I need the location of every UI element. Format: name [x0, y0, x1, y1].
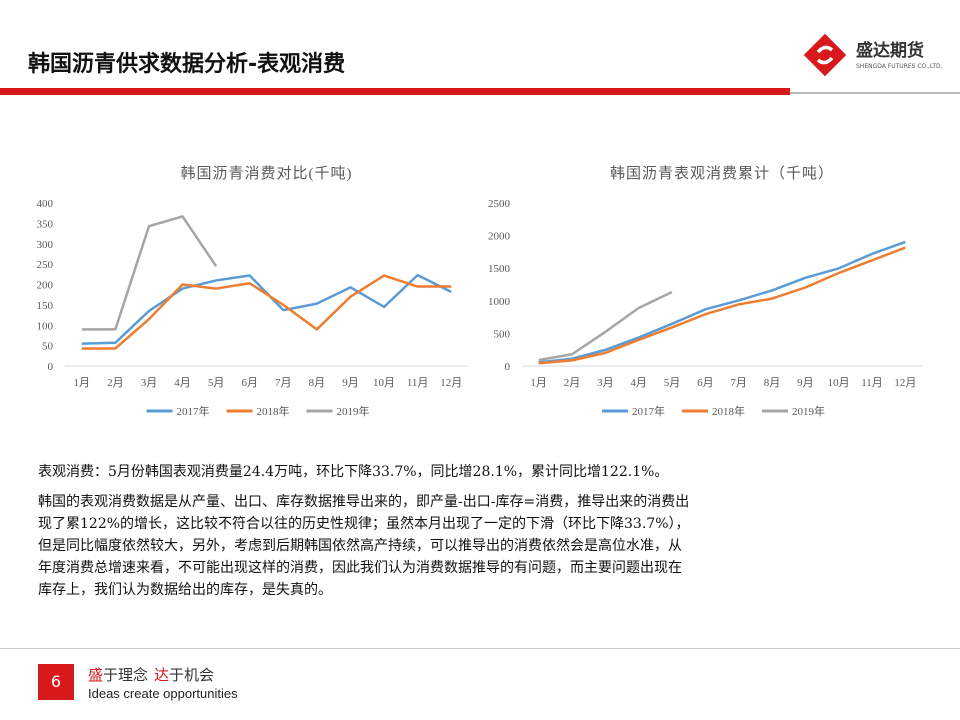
y-tick-label: 1500: [488, 263, 511, 275]
chart-title: 韩国沥青消费对比(千吨): [181, 165, 353, 182]
series-line: [81, 215, 218, 331]
slogan-part: 盛: [88, 666, 104, 684]
legend-label: 2018年: [712, 404, 745, 418]
body-line: 现了累122%的增长，这比较不符合以往的历史性规律；虽然本月出现了一定的下滑（环…: [38, 516, 690, 532]
body-line: 韩国的表观消费数据是从产量、出口、库存数据推导出来的，即产量-出口-库存=消费，…: [38, 494, 690, 510]
legend-label: 2018年: [257, 404, 290, 418]
y-tick-label: 50: [42, 341, 54, 353]
slide-title: 韩国沥青供求数据分析-表观消费: [28, 52, 346, 77]
body-text: 韩国的表观消费数据是从产量、出口、库存数据推导出来的，即产量-出口-库存=消费，…: [38, 491, 938, 601]
slogan-part: 达: [154, 666, 170, 684]
logo-mark: [803, 33, 847, 77]
x-tick-label: 11月: [861, 377, 883, 389]
page-number: 6: [38, 664, 74, 700]
x-tick-label: 8月: [309, 377, 326, 389]
slogan-part: 于理念: [103, 666, 149, 684]
legend-label: 2019年: [337, 404, 370, 418]
x-tick-label: 3月: [141, 377, 158, 389]
slogan-en: Ideas create opportunities: [88, 686, 238, 701]
x-tick-label: 3月: [597, 377, 614, 389]
series-line: [538, 246, 906, 365]
series-line: [81, 273, 452, 345]
x-tick-label: 10月: [373, 377, 395, 389]
x-tick-label: 12月: [440, 377, 462, 389]
y-tick-label: 2000: [488, 231, 511, 243]
header-rule: [790, 92, 960, 94]
logo-en: SHENGDA FUTURES CO.,LTD.: [856, 63, 943, 70]
y-tick-label: 250: [37, 259, 54, 271]
y-tick-label: 1000: [488, 296, 511, 308]
logo: 盛达期货 SHENGDA FUTURES CO.,LTD.: [803, 33, 943, 77]
x-tick-label: 9月: [797, 377, 814, 389]
body-line: 库存上，我们认为数据给出的库存，是失真的。: [38, 582, 332, 598]
slogan-cn: 盛于理念 达于机会: [88, 664, 214, 685]
header-bar: [0, 88, 790, 95]
x-tick-label: 7月: [730, 377, 747, 389]
y-tick-label: 0: [505, 361, 511, 373]
series-line: [538, 240, 906, 364]
chart-title: 韩国沥青表观消费累计（千吨）: [610, 165, 834, 182]
x-tick-label: 12月: [894, 377, 916, 389]
footer-rule: [0, 648, 960, 649]
x-tick-label: 11月: [407, 377, 429, 389]
chart: 韩国沥青消费对比(千吨) 0 50 100 150 200 250 300 350 400 1月 2月…: [37, 165, 468, 418]
series-line: [538, 290, 673, 362]
x-tick-label: 6月: [241, 377, 258, 389]
y-tick-label: 2500: [488, 198, 511, 210]
x-tick-label: 10月: [828, 377, 850, 389]
chart: 韩国沥青表观消费累计（千吨） 0 500 1000 1500 2000 2500 1月 2月 3月…: [488, 165, 922, 418]
x-tick-label: 7月: [275, 377, 292, 389]
y-tick-label: 500: [494, 328, 511, 340]
x-tick-label: 2月: [564, 377, 581, 389]
logo-cn: 盛达期货: [856, 40, 924, 61]
body-line: 但是同比幅度依然较大，另外，考虑到后期韩国依然高产持续，可以推导出的消费依然会是…: [38, 538, 682, 554]
x-tick-label: 6月: [697, 377, 714, 389]
legend-label: 2019年: [792, 404, 825, 418]
x-tick-label: 2月: [107, 377, 124, 389]
y-tick-label: 150: [37, 300, 54, 312]
y-tick-label: 200: [37, 280, 54, 292]
slogan-part: 于机会: [169, 666, 215, 684]
x-tick-label: 1月: [530, 377, 547, 389]
y-tick-label: 400: [37, 198, 54, 210]
x-tick-label: 4月: [174, 377, 191, 389]
x-tick-label: 5月: [208, 377, 225, 389]
x-tick-label: 8月: [764, 377, 781, 389]
legend-label: 2017年: [632, 404, 665, 418]
x-tick-label: 5月: [664, 377, 681, 389]
y-tick-label: 100: [37, 320, 54, 332]
summary: 表观消费：5月份韩国表观消费量24.4万吨，环比下降33.7%，同比增28.1%…: [38, 464, 669, 480]
y-tick-label: 350: [37, 218, 54, 230]
series-line: [81, 274, 452, 350]
x-tick-label: 1月: [74, 377, 91, 389]
x-tick-label: 4月: [630, 377, 647, 389]
y-tick-label: 0: [48, 361, 54, 373]
x-tick-label: 9月: [342, 377, 359, 389]
legend-label: 2017年: [177, 404, 210, 418]
body-line: 年度消费总增速来看，不可能出现这样的消费，因此我们认为消费数据推导的有问题，而主…: [38, 560, 682, 576]
y-tick-label: 300: [37, 239, 54, 251]
